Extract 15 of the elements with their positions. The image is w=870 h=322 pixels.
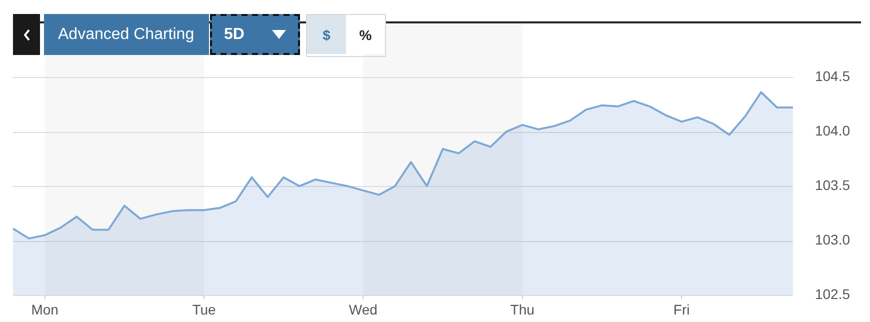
x-tick-label: Thu — [510, 301, 534, 318]
period-dropdown[interactable]: 5D — [210, 14, 300, 55]
advanced-charting-button[interactable]: Advanced Charting — [44, 14, 209, 55]
y-tick-label: 104.0 — [814, 122, 850, 138]
x-tick-label: Fri — [673, 301, 690, 318]
x-tick-label: Wed — [348, 301, 378, 318]
x-tick-label: Tue — [192, 301, 216, 318]
unit-toggle[interactable]: $ % — [306, 14, 386, 57]
y-tick-label: 102.5 — [814, 286, 850, 302]
dollar-button[interactable]: $ — [307, 15, 346, 54]
annotation: 5D — [224, 26, 244, 44]
y-tick-label: 103.5 — [814, 176, 850, 193]
y-tick-label: 104.5 — [814, 68, 850, 84]
x-tick-label: Mon — [31, 301, 58, 318]
y-tick-label: 103.0 — [814, 232, 850, 248]
